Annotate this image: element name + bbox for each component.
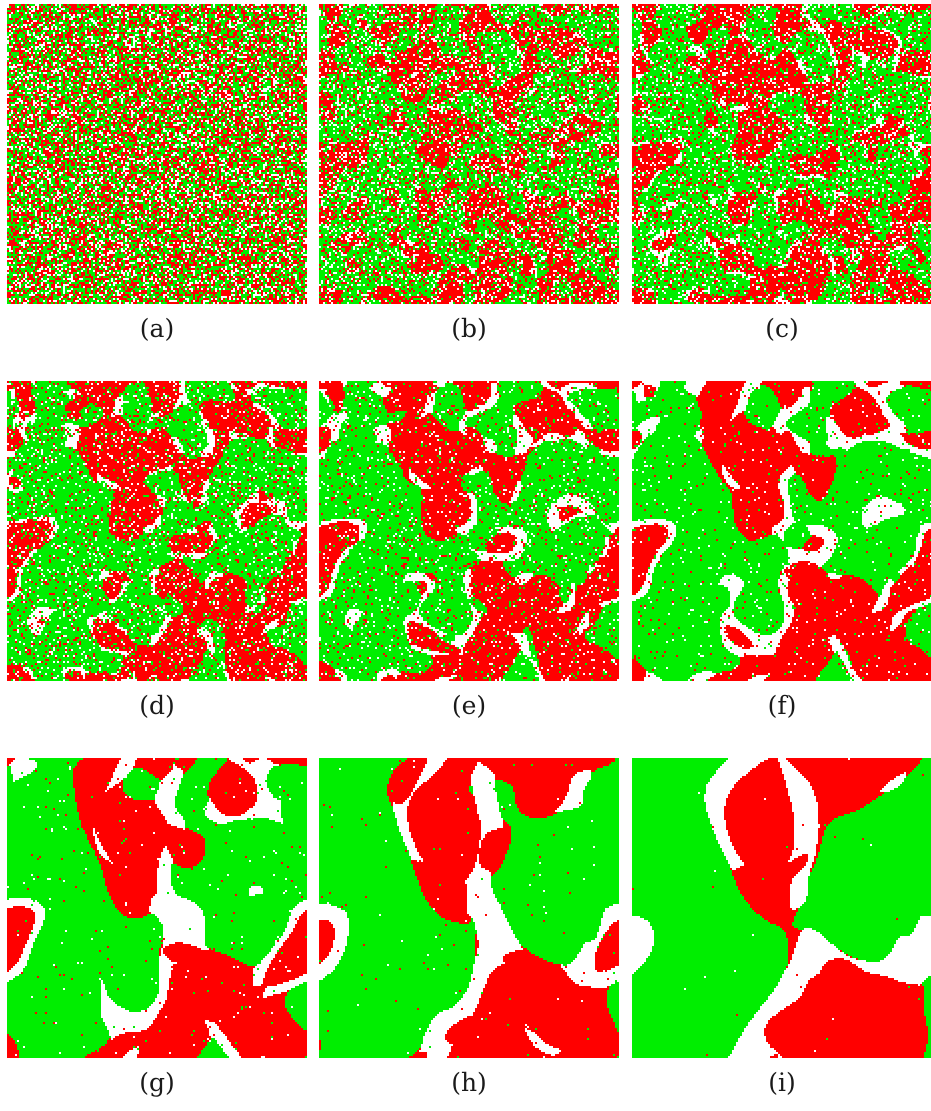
panel-b-image [319, 4, 619, 304]
panel-e-image [319, 381, 619, 681]
pattern-canvas-e [319, 381, 619, 681]
pattern-canvas-a [7, 4, 307, 304]
panel-c-label: (c) [765, 314, 799, 343]
panel-f-image [632, 381, 931, 681]
panel-d-label: (d) [139, 691, 175, 720]
pattern-canvas-d [7, 381, 307, 681]
panel-b-label: (b) [451, 314, 487, 343]
panel-d-image [7, 381, 307, 681]
pattern-canvas-g [7, 758, 307, 1058]
pattern-canvas-i [632, 758, 931, 1058]
panel-g-label: (g) [139, 1068, 175, 1097]
panel-f-label: (f) [767, 691, 797, 720]
pattern-canvas-f [632, 381, 931, 681]
panel-i-image [632, 758, 931, 1058]
pattern-canvas-h [319, 758, 619, 1058]
panel-c-image [632, 4, 931, 304]
pattern-canvas-b [319, 4, 619, 304]
panel-a-image [7, 4, 307, 304]
panel-h-image [319, 758, 619, 1058]
panel-h-label: (h) [451, 1068, 487, 1097]
panel-g-image [7, 758, 307, 1058]
pattern-canvas-c [632, 4, 931, 304]
panel-a-label: (a) [139, 314, 175, 343]
panel-i-label: (i) [768, 1068, 796, 1097]
panel-e-label: (e) [451, 691, 487, 720]
